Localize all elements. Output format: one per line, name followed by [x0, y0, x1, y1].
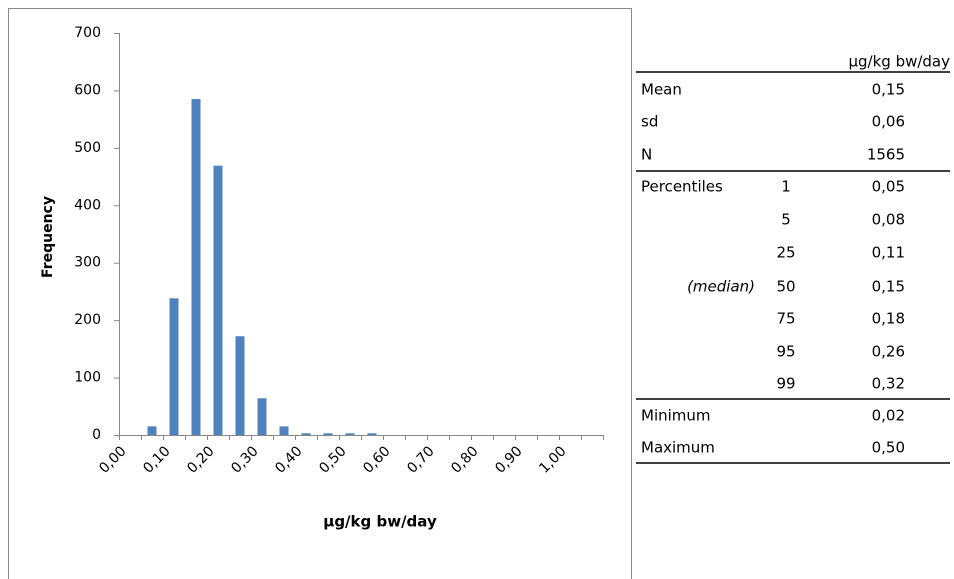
bar — [279, 426, 289, 435]
percentile: 99 — [776, 375, 795, 393]
bar — [323, 433, 333, 435]
row-value: 0,11 — [872, 244, 905, 262]
x-tick-label: 0,80 — [448, 443, 481, 476]
y-tick-label: 500 — [74, 140, 101, 156]
x-tick-label: 0,00 — [96, 443, 129, 476]
row-value: 0,06 — [872, 113, 905, 131]
bar — [301, 433, 311, 435]
y-tick-label: 100 — [74, 370, 101, 386]
bar — [213, 165, 223, 435]
percentile: 25 — [776, 244, 795, 262]
row-label: Percentiles — [641, 178, 723, 196]
row-label: sd — [641, 113, 658, 131]
y-tick-label: 400 — [74, 197, 101, 213]
chart-frame — [8, 8, 632, 579]
y-axis-label: Frequency — [40, 196, 56, 278]
stats-table: µg/kg bw/day Mean 0,15 sd 0,06 N 1565 Percenti… — [636, 53, 950, 464]
y-tick-label: 700 — [74, 25, 101, 41]
percentile: 95 — [776, 343, 795, 361]
x-tick-label: 0,10 — [140, 443, 173, 476]
bar — [191, 99, 201, 436]
row-label: Mean — [641, 81, 682, 99]
row-value: 0,32 — [872, 375, 905, 393]
row-label: Maximum — [641, 439, 715, 457]
row-label: (median) — [687, 278, 755, 296]
row-value: 0,08 — [872, 211, 905, 229]
bar — [367, 433, 377, 435]
percentile: 75 — [776, 310, 795, 328]
row-value: 0,15 — [872, 278, 905, 296]
row-value: 0,18 — [872, 310, 905, 328]
x-tick-label: 0,20 — [184, 443, 217, 476]
row-value: 0,02 — [872, 407, 905, 425]
row-value: 1565 — [867, 146, 905, 164]
row-label: Minimum — [641, 407, 711, 425]
bar — [147, 426, 157, 435]
table-header: µg/kg bw/day — [848, 53, 950, 71]
x-tick-label: 1,00 — [536, 443, 569, 476]
percentile: 1 — [781, 178, 791, 196]
bar — [169, 298, 179, 435]
row-value: 0,50 — [872, 439, 905, 457]
x-axis-label: µg/kg bw/day — [323, 513, 437, 531]
x-tick-label: 0,30 — [228, 443, 261, 476]
y-tick-label: 300 — [74, 255, 101, 271]
bar — [345, 433, 355, 435]
x-tick-label: 0,70 — [404, 443, 437, 476]
x-tick-label: 0,40 — [272, 443, 305, 476]
row-value: 0,05 — [872, 178, 905, 196]
y-tick-label: 0 — [92, 427, 101, 443]
row-label: N — [641, 146, 652, 164]
row-value: 0,26 — [872, 343, 905, 361]
x-tick-label: 0,90 — [492, 443, 525, 476]
y-tick-label: 200 — [74, 312, 101, 328]
bar — [235, 336, 245, 435]
x-tick-label: 0,50 — [316, 443, 349, 476]
row-value: 0,15 — [872, 81, 905, 99]
percentile: 50 — [776, 278, 795, 296]
y-tick-label: 600 — [74, 82, 101, 98]
x-tick-label: 0,60 — [360, 443, 393, 476]
bar — [257, 398, 267, 435]
percentile: 5 — [781, 211, 791, 229]
